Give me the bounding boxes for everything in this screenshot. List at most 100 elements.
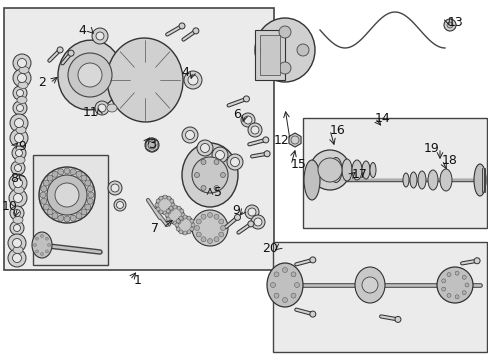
Circle shape xyxy=(183,215,186,219)
Circle shape xyxy=(10,221,24,235)
Polygon shape xyxy=(145,138,158,152)
Circle shape xyxy=(183,231,186,235)
Circle shape xyxy=(17,90,23,96)
Circle shape xyxy=(58,215,63,221)
Circle shape xyxy=(169,206,173,210)
Circle shape xyxy=(262,137,268,143)
Circle shape xyxy=(57,47,63,53)
Circle shape xyxy=(17,104,23,112)
Circle shape xyxy=(264,151,269,157)
Circle shape xyxy=(461,275,465,279)
Circle shape xyxy=(156,207,160,211)
Ellipse shape xyxy=(439,169,451,191)
Circle shape xyxy=(114,199,126,211)
Circle shape xyxy=(454,295,458,299)
Ellipse shape xyxy=(14,186,24,194)
Circle shape xyxy=(220,225,225,230)
Circle shape xyxy=(163,211,167,215)
Circle shape xyxy=(108,181,122,195)
Circle shape xyxy=(201,214,205,219)
Circle shape xyxy=(250,126,259,134)
Circle shape xyxy=(179,216,183,220)
Circle shape xyxy=(14,225,20,231)
Circle shape xyxy=(88,192,94,198)
Circle shape xyxy=(214,237,219,242)
Circle shape xyxy=(201,185,205,190)
Circle shape xyxy=(179,23,184,29)
Circle shape xyxy=(9,189,27,207)
Circle shape xyxy=(187,75,198,85)
Text: 16: 16 xyxy=(329,123,345,136)
Circle shape xyxy=(68,53,112,97)
Circle shape xyxy=(156,199,160,203)
Text: 3: 3 xyxy=(148,139,156,152)
Ellipse shape xyxy=(15,157,25,163)
Circle shape xyxy=(173,205,177,209)
Circle shape xyxy=(179,230,183,234)
Circle shape xyxy=(201,159,205,165)
Circle shape xyxy=(167,210,171,214)
Text: 19: 19 xyxy=(423,141,439,154)
Circle shape xyxy=(173,221,177,225)
Circle shape xyxy=(175,223,179,227)
Text: 13: 13 xyxy=(447,15,463,28)
Circle shape xyxy=(155,203,159,207)
Circle shape xyxy=(39,167,95,223)
Circle shape xyxy=(87,198,93,204)
Circle shape xyxy=(446,22,452,28)
Circle shape xyxy=(253,218,262,226)
Bar xyxy=(303,118,486,228)
Circle shape xyxy=(41,252,43,256)
Circle shape xyxy=(309,150,349,190)
Circle shape xyxy=(78,63,102,87)
Ellipse shape xyxy=(18,81,28,89)
Ellipse shape xyxy=(148,141,156,149)
Circle shape xyxy=(279,62,290,74)
Circle shape xyxy=(189,219,194,223)
Ellipse shape xyxy=(19,67,29,73)
Ellipse shape xyxy=(58,40,122,110)
Circle shape xyxy=(234,214,240,220)
Circle shape xyxy=(116,202,123,208)
Circle shape xyxy=(309,311,315,317)
Circle shape xyxy=(58,169,63,175)
Bar xyxy=(4,8,273,270)
Text: 17: 17 xyxy=(351,168,367,181)
Circle shape xyxy=(185,130,194,139)
Circle shape xyxy=(247,221,253,227)
Circle shape xyxy=(186,216,191,220)
Circle shape xyxy=(194,172,199,177)
Ellipse shape xyxy=(254,18,314,82)
Circle shape xyxy=(226,154,243,170)
Circle shape xyxy=(443,19,455,31)
Circle shape xyxy=(170,207,174,211)
Ellipse shape xyxy=(354,267,384,303)
Circle shape xyxy=(446,273,450,276)
Circle shape xyxy=(183,71,202,89)
Circle shape xyxy=(309,257,315,263)
Circle shape xyxy=(247,123,262,137)
Circle shape xyxy=(230,158,239,166)
Circle shape xyxy=(290,272,295,277)
Circle shape xyxy=(41,186,47,192)
Circle shape xyxy=(68,50,74,56)
Circle shape xyxy=(200,144,209,153)
Circle shape xyxy=(84,180,91,186)
Circle shape xyxy=(41,198,47,204)
Circle shape xyxy=(111,184,119,192)
Ellipse shape xyxy=(427,170,437,190)
Circle shape xyxy=(464,283,468,287)
Circle shape xyxy=(180,217,183,221)
Text: 14: 14 xyxy=(374,112,390,125)
Circle shape xyxy=(87,186,93,192)
Circle shape xyxy=(84,204,91,210)
Ellipse shape xyxy=(145,138,159,152)
Circle shape xyxy=(47,209,53,215)
Circle shape xyxy=(279,26,290,38)
Circle shape xyxy=(14,210,20,216)
Circle shape xyxy=(13,86,27,100)
Text: 9: 9 xyxy=(18,140,26,153)
Circle shape xyxy=(191,223,195,227)
Circle shape xyxy=(13,69,31,87)
Text: 2: 2 xyxy=(38,77,46,90)
